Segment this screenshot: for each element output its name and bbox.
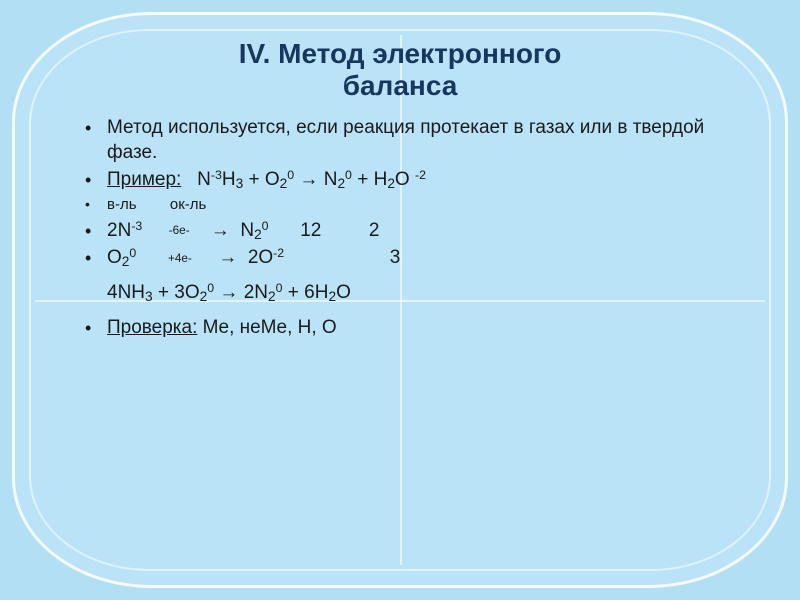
h1-arrow: →	[211, 220, 230, 241]
ex-o-ox: 0	[287, 168, 294, 182]
bullet-icon: •	[85, 116, 107, 141]
ex-n-ox: -3	[211, 168, 222, 182]
b-n: N	[254, 282, 268, 303]
b-c1: 4	[107, 282, 118, 303]
title-prefix: IV.	[239, 38, 278, 69]
ex-h-sub: 3	[236, 176, 244, 191]
h2-prod-coef: 2	[248, 247, 259, 268]
h2-prod: O	[258, 247, 273, 268]
h1-ox: -3	[131, 219, 142, 233]
h2-prod-ox: -2	[273, 246, 284, 260]
ex-n2: N	[324, 169, 338, 190]
h1-coef: 2	[107, 220, 118, 241]
check-line: Проверка: Me, неMe, H, O	[107, 316, 715, 341]
half-reaction-2: • O20 +4e- → 2O-2 3	[85, 246, 715, 271]
h2-ox: 0	[129, 246, 136, 260]
h2-elem: O	[107, 247, 122, 268]
bullet-icon: •	[85, 219, 107, 244]
bullet-icon-small: •	[85, 195, 107, 215]
half2-text: O20 +4e- → 2O-2 3	[107, 246, 715, 271]
bullet-icon: •	[85, 246, 107, 271]
ex-n2-sub: 2	[337, 176, 345, 191]
ex-o2: O	[395, 169, 410, 190]
ex-h: H	[222, 169, 236, 190]
ex-n: N	[197, 169, 211, 190]
b-c2: 3	[174, 282, 185, 303]
example-label: Пример:	[107, 169, 181, 190]
h1-elem: N	[118, 220, 132, 241]
example-line: Пример: N-3H3 + O20 → N20 + H2O -2	[107, 168, 715, 193]
b-o-ox: 0	[207, 281, 214, 295]
ex-n2-ox: 0	[345, 168, 352, 182]
check-label: Проверка:	[107, 317, 197, 338]
b-n-sub: 2	[268, 289, 276, 304]
check-text: Me, неMe, H, O	[203, 317, 337, 338]
h2-arrow: →	[218, 247, 237, 268]
balanced-equation: 4NH3 + 3O20 → 2N20 + 6H2O	[85, 281, 715, 306]
half1-text: 2N-3 -6e- → N20 12 2	[107, 219, 715, 244]
b-n-ox: 0	[276, 281, 283, 295]
reducer-label: в-ль	[107, 196, 137, 213]
roles-line: в-ль ок-ль	[107, 195, 715, 215]
h2-factor: 3	[390, 247, 401, 268]
h1-prod-ox: 0	[262, 219, 269, 233]
balanced-text: 4NH3 + 3O20 → 2N20 + 6H2O	[107, 281, 715, 306]
bullet-example: • Пример: N-3H3 + O20 → N20 + H2O -2	[85, 168, 715, 193]
ex-o: O	[265, 169, 280, 190]
b-nh-sub: 3	[145, 289, 153, 304]
slide-title: IV. Метод электронного баланса	[85, 38, 715, 102]
bullet-check: • Проверка: Me, неMe, H, O	[85, 316, 715, 341]
ex-plus2: +	[352, 169, 374, 190]
oxidizer-label: ок-ль	[170, 196, 206, 213]
description-text: Метод используется, если реакция протека…	[107, 116, 715, 165]
ex-h2: H	[374, 169, 388, 190]
b-nh: NH	[118, 282, 145, 303]
b-h: H	[315, 282, 329, 303]
bullet-roles: • в-ль ок-ль	[85, 195, 715, 215]
b-c4: 6	[304, 282, 315, 303]
bullet-description: • Метод используется, если реакция проте…	[85, 116, 715, 165]
ex-o-ox2: -2	[415, 168, 426, 182]
b-plus1: +	[153, 282, 175, 303]
title-line2: баланса	[343, 70, 458, 101]
bullet-icon: •	[85, 168, 107, 193]
ex-h2-sub: 2	[387, 176, 395, 191]
h1-prod: N	[240, 220, 254, 241]
b-h-sub: 2	[328, 289, 336, 304]
b-ho: O	[336, 282, 351, 303]
b-o: O	[185, 282, 200, 303]
b-plus2: +	[283, 282, 305, 303]
ex-arrow: →	[294, 169, 324, 190]
title-line1: Метод электронного	[278, 38, 561, 69]
b-arrow: →	[214, 282, 244, 303]
ex-plus1: +	[243, 169, 265, 190]
b-c3: 2	[244, 282, 255, 303]
half-reaction-1: • 2N-3 -6e- → N20 12 2	[85, 219, 715, 244]
h1-lcm: 12	[300, 220, 321, 241]
h1-prod-sub: 2	[254, 227, 262, 242]
h1-factor: 2	[369, 220, 380, 241]
bullet-icon: •	[85, 316, 107, 341]
h1-e: -6e-	[169, 224, 190, 237]
h2-e: +4e-	[168, 252, 192, 265]
